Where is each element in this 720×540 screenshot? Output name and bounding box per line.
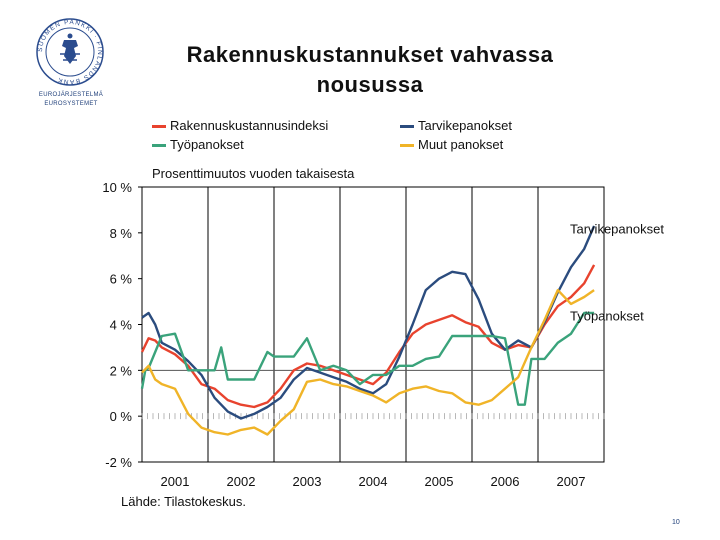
- series-line-muut-panokset: [141, 288, 595, 436]
- y-tick-label: 4 %: [110, 318, 133, 333]
- series-annotation: Työpanokset: [570, 308, 644, 323]
- x-tick-label: 2004: [359, 474, 388, 489]
- series-annotation: Tarvikepanokset: [570, 221, 664, 236]
- legend-label: Muut panokset: [418, 137, 504, 152]
- x-tick-label: 2003: [293, 474, 322, 489]
- legend-label: Tarvikepanokset: [418, 118, 512, 133]
- y-tick-label: 0 %: [110, 409, 133, 424]
- y-tick-label: 2 %: [110, 363, 133, 378]
- title-line-1: Rakennuskustannukset vahvassa: [186, 42, 554, 67]
- page-title: Rakennuskustannukset vahvassa nousussa: [150, 40, 590, 100]
- title-line-2: nousussa: [316, 72, 424, 97]
- series-line-rakennuskustannusindeksi: [140, 264, 596, 409]
- legend-swatch: [400, 125, 414, 128]
- legend-swatch: [152, 144, 166, 147]
- legend-item-tyopanokset: Työpanokset: [152, 137, 382, 155]
- x-tick-label: 2005: [425, 474, 454, 489]
- source-note: Lähde: Tilastokeskus.: [121, 494, 247, 509]
- legend-item-tarvikepanokset: Tarvikepanokset: [400, 118, 600, 136]
- x-tick-label: 2001: [161, 474, 190, 489]
- legend-label: Työpanokset: [170, 137, 244, 152]
- x-tick-label: 2006: [491, 474, 520, 489]
- x-tick-label: 2002: [227, 474, 256, 489]
- series-line-ty-panokset: [140, 311, 595, 406]
- logo-line-2: EUROSYSTEMET: [44, 101, 98, 107]
- legend-label: Rakennuskustannusindeksi: [170, 118, 329, 133]
- y-tick-label: 6 %: [110, 272, 133, 287]
- plot-area: [141, 186, 605, 463]
- legend-swatch: [400, 144, 414, 147]
- series-line-tarvikepanokset: [141, 225, 596, 420]
- legend-swatch: [152, 125, 166, 128]
- logo-line-1: EUROJÄRJESTELMÄ: [38, 92, 104, 98]
- y-tick-label: -2 %: [105, 455, 132, 470]
- x-tick-label: 2007: [557, 474, 586, 489]
- chart-subtitle: Prosenttimuutos vuoden takaisesta: [152, 166, 355, 181]
- page-number: 10: [672, 519, 680, 526]
- legend-item-rakennuskustannusindeksi: Rakennuskustannusindeksi: [152, 118, 382, 136]
- legend-item-muut-panokset: Muut panokset: [400, 137, 600, 155]
- y-tick-label: 8 %: [110, 226, 133, 241]
- bank-logo: SUOMEN PANKKI · FINLANDS BANK: [36, 18, 104, 86]
- y-tick-label: 10 %: [102, 180, 132, 195]
